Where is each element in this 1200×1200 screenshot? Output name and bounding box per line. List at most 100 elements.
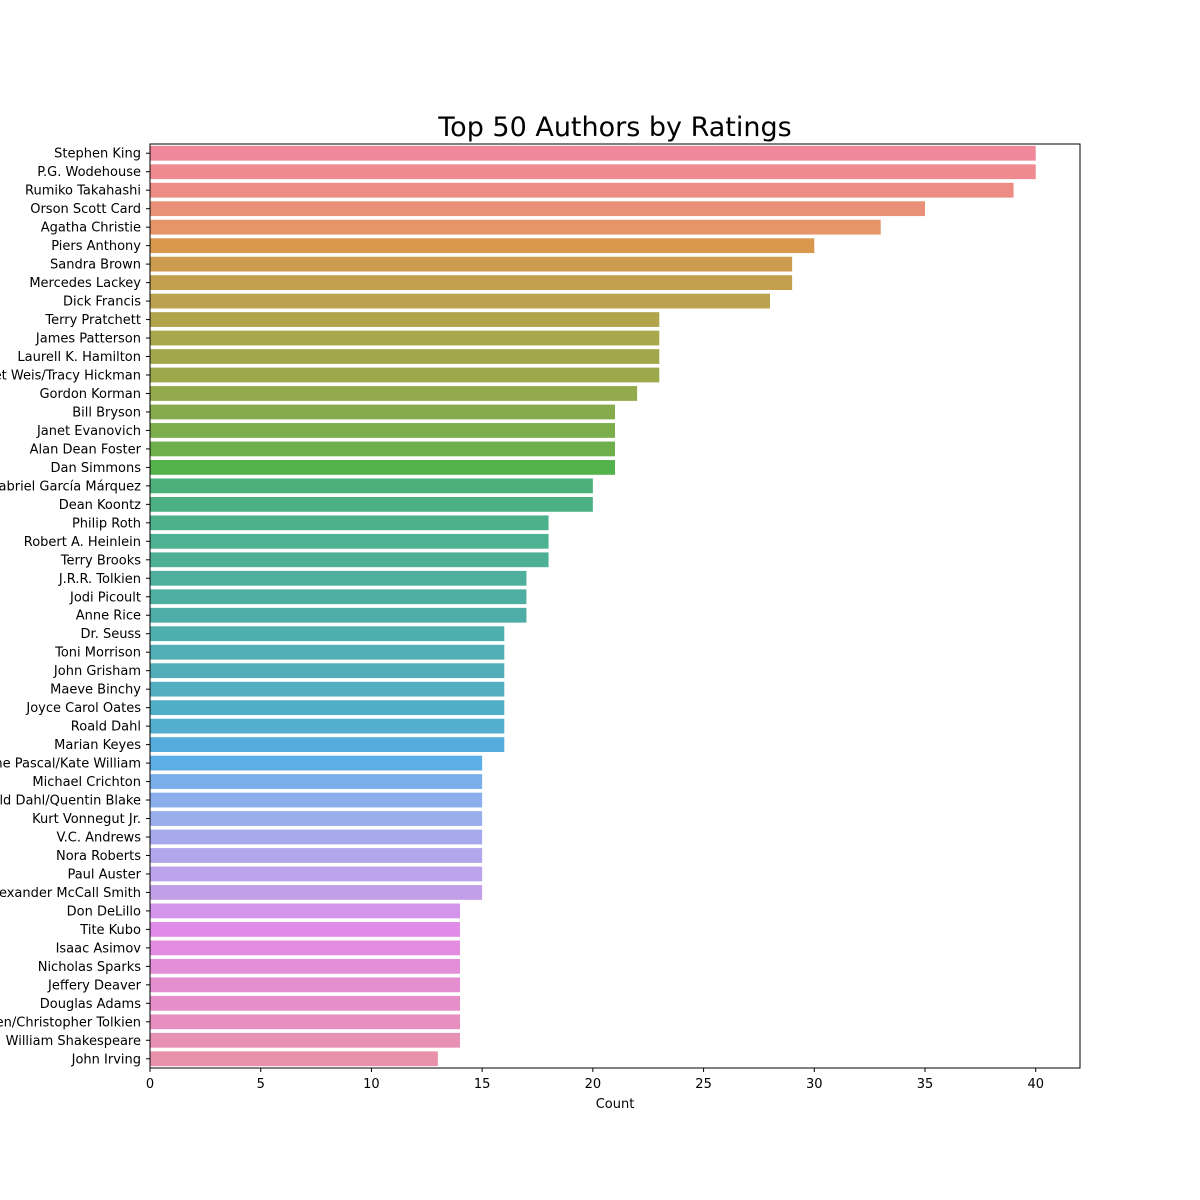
x-axis-label: Count (596, 1097, 635, 1112)
bar (150, 829, 483, 845)
y-tick-label: Rumiko Takahashi (25, 184, 141, 199)
bar (150, 644, 505, 660)
bar (150, 848, 483, 863)
bar (150, 552, 549, 568)
y-tick-label: Roald Dahl (71, 720, 141, 735)
y-tick-labels: Stephen King P.G. Wodehouse Rumiko Takahas… (0, 147, 150, 1067)
bar (150, 201, 925, 217)
bar (150, 792, 483, 808)
bar (150, 681, 505, 697)
y-tick-label: Terry Pratchett (44, 313, 141, 328)
bars-group (150, 145, 1036, 1067)
y-tick-label: Nora Roberts (56, 849, 141, 864)
bar (150, 515, 549, 531)
y-tick-label: Orson Scott Card (30, 202, 141, 217)
bar (150, 626, 505, 642)
bar (150, 663, 505, 679)
bar (150, 460, 615, 475)
y-tick-label: Nicholas Sparks (38, 960, 142, 975)
x-tick-label: 10 (363, 1077, 380, 1092)
y-tick-label: Francine Pascal/Kate William (0, 757, 141, 772)
bar (150, 441, 615, 457)
y-tick-label: Piers Anthony (51, 239, 141, 254)
bar (150, 755, 483, 771)
y-tick-label: Dr. Seuss (81, 627, 142, 642)
y-tick-label: Stephen King (54, 147, 141, 162)
plot-frame (149, 143, 1081, 1069)
bar (150, 995, 460, 1011)
y-tick-label: Dan Simmons (50, 461, 141, 476)
bar (150, 700, 505, 716)
y-tick-label: Maeve Binchy (50, 683, 141, 698)
bar (150, 607, 527, 623)
bar (150, 958, 460, 974)
x-tick-label: 30 (806, 1077, 823, 1092)
bar (150, 330, 660, 346)
y-tick-label: Tite Kubo (79, 923, 141, 938)
y-tick-label: Don DeLillo (67, 904, 141, 919)
bar (150, 496, 593, 512)
x-tick-label: 25 (695, 1077, 712, 1092)
y-tick-label: Bill Bryson (72, 405, 141, 420)
bar (150, 866, 483, 882)
bar (150, 1014, 460, 1030)
x-tick-label: 15 (474, 1077, 491, 1092)
bar (150, 977, 460, 993)
y-tick-label: Marian Keyes (54, 738, 141, 753)
bar (150, 1051, 438, 1067)
y-tick-label: Terry Brooks (60, 553, 141, 568)
y-tick-label: P.G. Wodehouse (37, 165, 141, 180)
y-tick-label: John Irving (71, 1052, 141, 1067)
bar (150, 349, 660, 364)
y-tick-label: J.R.R. Tolkien/Christopher Tolkien (0, 1015, 141, 1030)
y-tick-label: V.C. Andrews (56, 831, 141, 846)
bar (150, 737, 505, 752)
y-tick-label: John Grisham (53, 664, 141, 679)
y-tick-label: Robert A. Heinlein (24, 535, 141, 550)
bar (150, 423, 615, 438)
x-tick-label: 20 (585, 1077, 602, 1092)
bar (150, 164, 1036, 180)
y-tick-label: Michael Crichton (32, 775, 141, 790)
y-tick-label: Gordon Korman (39, 387, 141, 402)
y-tick-label: Toni Morrison (54, 646, 141, 661)
y-tick-label: Laurell K. Hamilton (17, 350, 141, 365)
bar (150, 404, 615, 420)
chart-title: Top 50 Authors by Ratings (437, 112, 791, 143)
bar (150, 1032, 460, 1048)
bar (150, 312, 660, 327)
y-tick-label: Dean Koontz (59, 498, 141, 513)
bar (150, 145, 1036, 161)
x-tick-label: 0 (146, 1077, 154, 1092)
y-tick-label: Joyce Carol Oates (25, 701, 141, 716)
x-tick-label: 5 (257, 1077, 265, 1092)
y-tick-label: Isaac Asimov (56, 941, 142, 956)
y-tick-label: Janet Evanovich (36, 424, 141, 439)
y-tick-label: Jodi Picoult (69, 590, 141, 605)
x-tick-label: 35 (917, 1077, 934, 1092)
bar (150, 219, 881, 235)
bar (150, 940, 460, 956)
bar (150, 367, 660, 383)
bar (150, 718, 505, 734)
y-tick-label: James Patterson (35, 332, 141, 347)
y-tick-label: Jeffery Deaver (47, 978, 142, 993)
y-tick-label: Margaret Weis/Tracy Hickman (0, 369, 141, 384)
y-tick-label: Roald Dahl/Quentin Blake (0, 794, 141, 809)
bar (150, 478, 593, 494)
bar (150, 275, 793, 290)
y-tick-label: Alan Dean Foster (30, 442, 142, 457)
x-tick-label: 40 (1027, 1077, 1044, 1092)
y-tick-label: Philip Roth (72, 516, 141, 531)
bar (150, 256, 793, 272)
y-tick-label: Anne Rice (76, 609, 141, 624)
bar (150, 238, 815, 254)
y-tick-label: J.R.R. Tolkien (58, 572, 141, 587)
y-tick-label: Mercedes Lackey (29, 276, 141, 291)
bar (150, 885, 483, 900)
y-tick-label: Kurt Vonnegut Jr. (32, 812, 141, 827)
y-tick-label: Agatha Christie (41, 221, 141, 236)
bar (150, 811, 483, 826)
bar (150, 293, 770, 309)
x-axis-ticks: 0 5 10 15 20 25 30 35 40 (146, 1068, 1044, 1092)
